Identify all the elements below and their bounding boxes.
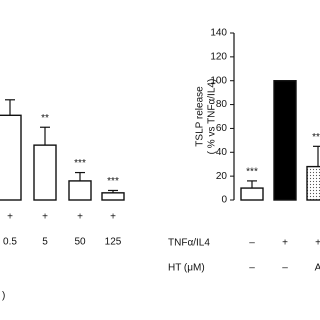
- condition-value: +: [42, 212, 48, 223]
- condition-value: +: [315, 238, 320, 249]
- x-tick-label: 0.5: [3, 237, 17, 248]
- condition-value: +: [282, 238, 288, 249]
- y-tick-label: 80: [216, 99, 228, 110]
- significance-label: ***: [107, 176, 119, 187]
- bar: [240, 187, 264, 201]
- x-tick-label: 50: [74, 237, 86, 248]
- condition-label: TNFα/IL4: [168, 238, 210, 249]
- condition-value: +: [7, 212, 13, 223]
- y-tick-label: 60: [216, 123, 228, 134]
- condition-value: –: [282, 263, 288, 274]
- bar: [273, 80, 297, 201]
- y-tick-label: 140: [210, 28, 227, 39]
- bar: [0, 114, 22, 201]
- x-tick-label: 125: [105, 237, 122, 248]
- significance-label: **: [41, 113, 49, 124]
- condition-value: –: [249, 238, 255, 249]
- bar: [306, 165, 320, 201]
- bar: [101, 192, 125, 201]
- y-axis-label: TSLP release: [195, 86, 206, 147]
- y-tick-label: 0: [221, 195, 227, 206]
- bar: [33, 144, 57, 201]
- panel-label: ): [2, 291, 5, 302]
- y-tick-label: 20: [216, 171, 228, 182]
- y-axis-label: ( % vs TNFα/IL4): [207, 79, 218, 155]
- condition-label: HT (μM): [168, 263, 205, 274]
- y-tick-label: 120: [210, 51, 227, 62]
- y-tick-label: 100: [210, 75, 227, 86]
- x-tick-label: 5: [42, 237, 48, 248]
- condition-value: +: [77, 212, 83, 223]
- bar: [68, 180, 92, 201]
- significance-label: ***: [74, 158, 86, 169]
- condition-value: –: [249, 263, 255, 274]
- y-tick-label: 40: [216, 147, 228, 158]
- significance-label: ***: [312, 132, 320, 143]
- condition-value: +: [110, 212, 116, 223]
- condition-value: A: [315, 263, 320, 274]
- significance-label: ***: [246, 167, 258, 178]
